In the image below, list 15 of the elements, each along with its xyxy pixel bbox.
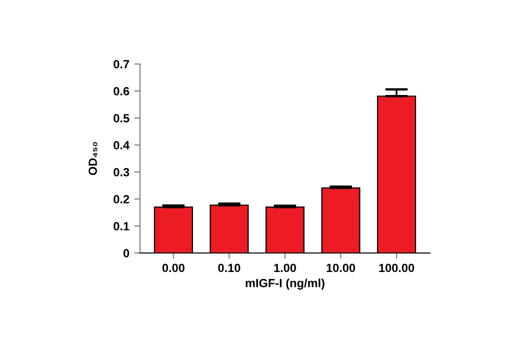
y-tick-label: 0.6 xyxy=(114,87,130,96)
x-tick-label: 100.00 xyxy=(379,264,414,272)
x-tick-label: 1.00 xyxy=(274,264,296,272)
y-tick-label: 0.4 xyxy=(114,141,130,150)
y-tick-label: 0.5 xyxy=(114,114,130,122)
x-tick-label: 10.00 xyxy=(326,264,356,272)
x-tick-label: 0.10 xyxy=(218,264,240,272)
x-tick-label: 0.00 xyxy=(162,264,184,272)
y-tick-label: 0.7 xyxy=(114,60,130,68)
y-axis-title: OD₄₅₀ xyxy=(88,142,98,176)
y-tick-label: 0 xyxy=(123,249,130,258)
y-tick-label: 0.1 xyxy=(114,222,130,230)
y-tick-label: 0.2 xyxy=(114,195,130,204)
x-axis-title: mIGF-I (ng/ml) xyxy=(246,278,324,290)
y-tick-label: 0.3 xyxy=(114,168,130,176)
